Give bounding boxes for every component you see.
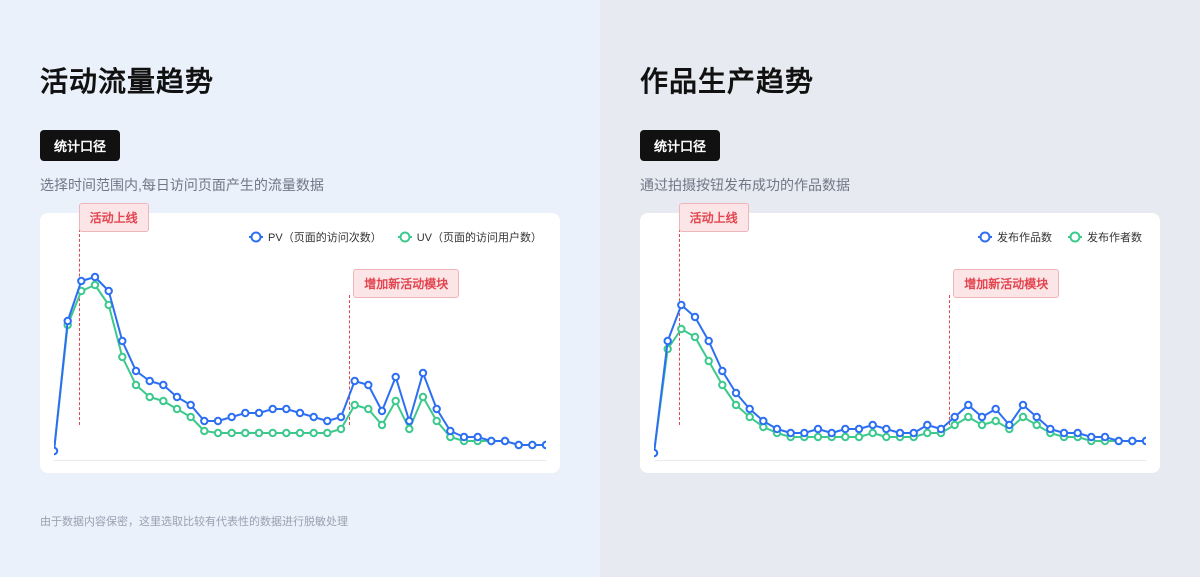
- footnote: 由于数据内容保密，这里选取比较有代表性的数据进行脱敏处理: [40, 513, 560, 529]
- title-traffic: 活动流量趋势: [40, 60, 560, 100]
- legend-label-authors: 发布作者数: [1087, 229, 1142, 245]
- panel-traffic: 活动流量趋势 统计口径 选择时间范围内,每日访问页面产生的流量数据 PV（页面的…: [0, 0, 600, 577]
- badge-traffic: 统计口径: [40, 130, 120, 161]
- series-a-pv: [54, 274, 546, 454]
- legend-marker-uv: [398, 236, 412, 238]
- series-b-uv: [54, 282, 546, 454]
- legend-traffic: PV（页面的访问次数） UV（页面的访问用户数）: [249, 229, 542, 245]
- legend-marker-pv: [249, 236, 263, 238]
- callout-launch-left: 活动上线: [79, 203, 149, 232]
- legend-label-works: 发布作品数: [997, 229, 1052, 245]
- badge-production: 统计口径: [640, 130, 720, 161]
- callout-launch-right: 活动上线: [679, 203, 749, 232]
- legend-item-uv: UV（页面的访问用户数）: [398, 229, 542, 245]
- chart-card-traffic: PV（页面的访问次数） UV（页面的访问用户数） 活动上线 增加新活动模块: [40, 213, 560, 473]
- legend-marker-works: [978, 236, 992, 238]
- chart-svg-production: [654, 261, 1146, 461]
- legend-marker-authors: [1068, 236, 1082, 238]
- panel-production: 作品生产趋势 统计口径 通过拍摄按钮发布成功的作品数据 发布作品数 发布作者数 …: [600, 0, 1200, 577]
- legend-label-uv: UV（页面的访问用户数）: [417, 229, 542, 245]
- subtitle-production: 通过拍摄按钮发布成功的作品数据: [640, 175, 1160, 195]
- legend-production: 发布作品数 发布作者数: [978, 229, 1142, 245]
- callout-newmod-left: 增加新活动模块: [353, 269, 459, 298]
- chart-svg-traffic: [54, 261, 546, 461]
- title-production: 作品生产趋势: [640, 60, 1160, 100]
- callout-newmod-right: 增加新活动模块: [953, 269, 1059, 298]
- series-a-works: [654, 302, 1146, 456]
- subtitle-traffic: 选择时间范围内,每日访问页面产生的流量数据: [40, 175, 560, 195]
- legend-item-works: 发布作品数: [978, 229, 1052, 245]
- legend-label-pv: PV（页面的访问次数）: [268, 229, 382, 245]
- chart-card-production: 发布作品数 发布作者数 活动上线 增加新活动模块: [640, 213, 1160, 473]
- legend-item-authors: 发布作者数: [1068, 229, 1142, 245]
- legend-item-pv: PV（页面的访问次数）: [249, 229, 382, 245]
